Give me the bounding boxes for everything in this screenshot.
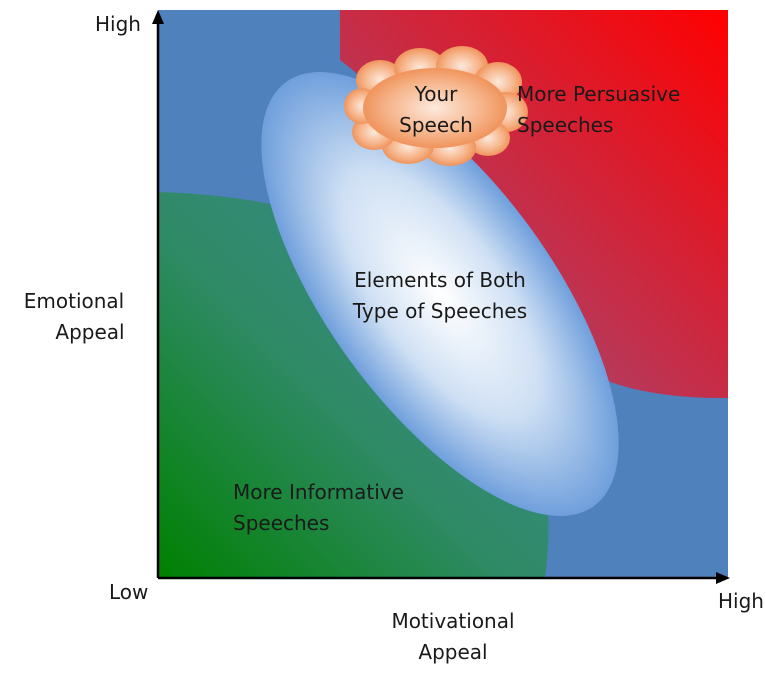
x-axis-title-line2: Appeal bbox=[418, 640, 487, 664]
persuasive-label-line1: More Persuasive bbox=[517, 82, 680, 106]
both-types-ellipse bbox=[261, 72, 619, 516]
x-axis-arrow-icon bbox=[716, 572, 730, 584]
x-axis-high-label: High bbox=[718, 589, 764, 613]
x-axis-title-line1: Motivational bbox=[391, 609, 514, 633]
y-axis-title-line2: Appeal bbox=[55, 320, 124, 344]
your-speech-label-line2: Speech bbox=[399, 113, 473, 137]
informative-label-line1: More Informative bbox=[233, 480, 404, 504]
both-label-line1: Elements of Both bbox=[354, 268, 526, 292]
both-label-line2: Type of Speeches bbox=[352, 299, 527, 323]
origin-low-label: Low bbox=[109, 580, 148, 604]
your-speech-label-line1: Your bbox=[414, 82, 458, 106]
your-speech-cloud bbox=[344, 46, 528, 166]
axes bbox=[152, 10, 730, 584]
y-axis-arrow-icon bbox=[152, 10, 164, 24]
persuasive-label-line2: Speeches bbox=[517, 113, 613, 137]
y-axis-high-label: High bbox=[95, 12, 141, 36]
informative-label-line2: Speeches bbox=[233, 511, 329, 535]
y-axis-title-line1: Emotional bbox=[24, 289, 124, 313]
